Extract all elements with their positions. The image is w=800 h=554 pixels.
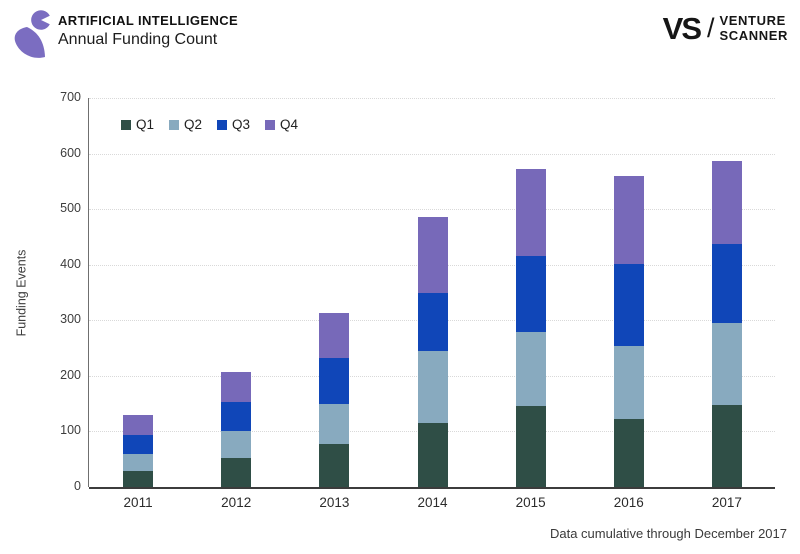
legend-label-q3: Q3 [232,117,251,132]
bar-2015-q3 [515,256,546,332]
plot-area: Q1 Q2 Q3 Q4 0 100 200 300 400 500 600 700 2011 2012 2… [60,90,775,510]
gridline-600 [89,153,775,155]
legend-swatch-q4 [265,119,276,130]
bar-2013-q3 [319,358,350,404]
x-tick-label-2015: 2015 [515,495,546,510]
y-tick-label-700: 700 [60,90,81,104]
y-tick-label-0: 0 [74,479,81,493]
y-tick-label-200: 200 [60,367,81,382]
category-title: ARTIFICIAL INTELLIGENCE [58,13,239,28]
legend-swatch-q2 [169,119,180,130]
y-tick-label-300: 300 [60,312,81,327]
legend-entry-q1: Q1 [121,117,154,132]
bar-2015-q2 [515,331,546,407]
vs-slash: / [707,13,715,43]
vs-word-line2: SCANNER [719,27,788,43]
footer-note: Data cumulative through December 2017 [549,526,787,541]
x-tick-label-2011: 2011 [123,495,153,510]
bar-2011-q4 [123,415,154,436]
legend-entry-q3: Q3 [217,117,250,132]
bar-2017-q4 [711,161,742,244]
legend-entry-q4: Q4 [265,117,298,132]
y-tick-label-100: 100 [60,423,81,438]
legend-entry-q2: Q2 [169,117,202,132]
bar-2014-q2 [417,351,448,423]
bar-2014-q3 [417,292,448,352]
person-logo-icon [14,10,50,58]
legend-swatch-q3 [217,119,228,130]
legend: Q1 Q2 Q3 Q4 [121,117,298,132]
bar-2015-q1 [515,406,546,487]
y-axis-title: Funding Events [14,249,29,336]
legend-swatch-q1 [121,119,131,130]
bar-2012-q2 [221,431,252,459]
vs-mark: VS [662,11,702,46]
venture-scanner-logo: VS / VENTURE SCANNER [663,13,788,44]
x-axis-line [89,487,775,489]
title-block: ARTIFICIAL INTELLIGENCE Annual Funding C… [58,13,238,49]
bar-2016-q2 [613,346,644,420]
bar-2016-q4 [613,176,644,264]
x-tick-label-2014: 2014 [417,495,448,510]
y-tick-label-500: 500 [60,201,81,216]
bar-2014-q4 [417,217,448,293]
x-tick-label-2016: 2016 [613,495,644,510]
bar-2013-q4 [319,313,350,359]
y-tick-label-400: 400 [60,256,81,271]
bar-2015-q4 [515,169,546,257]
bar-2017-q2 [711,323,742,405]
chart-subtitle: Annual Funding Count [58,31,218,48]
bar-2012-q3 [221,402,252,432]
x-tick-label-2012: 2012 [221,495,252,510]
bar-2016-q1 [613,419,644,487]
vs-wordmark: VENTURE SCANNER [720,14,788,43]
legend-label-q1: Q1 [136,117,155,132]
bar-2017-q1 [711,404,742,487]
bar-2013-q2 [319,403,350,445]
bar-2011-q2 [123,454,154,472]
vs-word-line1: VENTURE [719,13,786,29]
bar-2016-q3 [613,263,644,347]
gridline-700 [89,98,775,99]
gridline-500 [89,209,775,211]
bar-2017-q3 [711,243,742,324]
y-tick-label-600: 600 [60,145,81,160]
legend-label-q4: Q4 [280,117,299,132]
bar-2011-q3 [123,435,154,455]
bar-2014-q1 [417,422,448,487]
bar-2012-q4 [221,371,252,402]
legend-label-q2: Q2 [184,117,203,132]
bar-2012-q1 [221,458,252,487]
x-tick-label-2013: 2013 [319,495,350,510]
bar-2011-q1 [123,471,154,487]
x-tick-label-2017: 2017 [711,495,742,510]
bar-2013-q1 [319,444,350,487]
